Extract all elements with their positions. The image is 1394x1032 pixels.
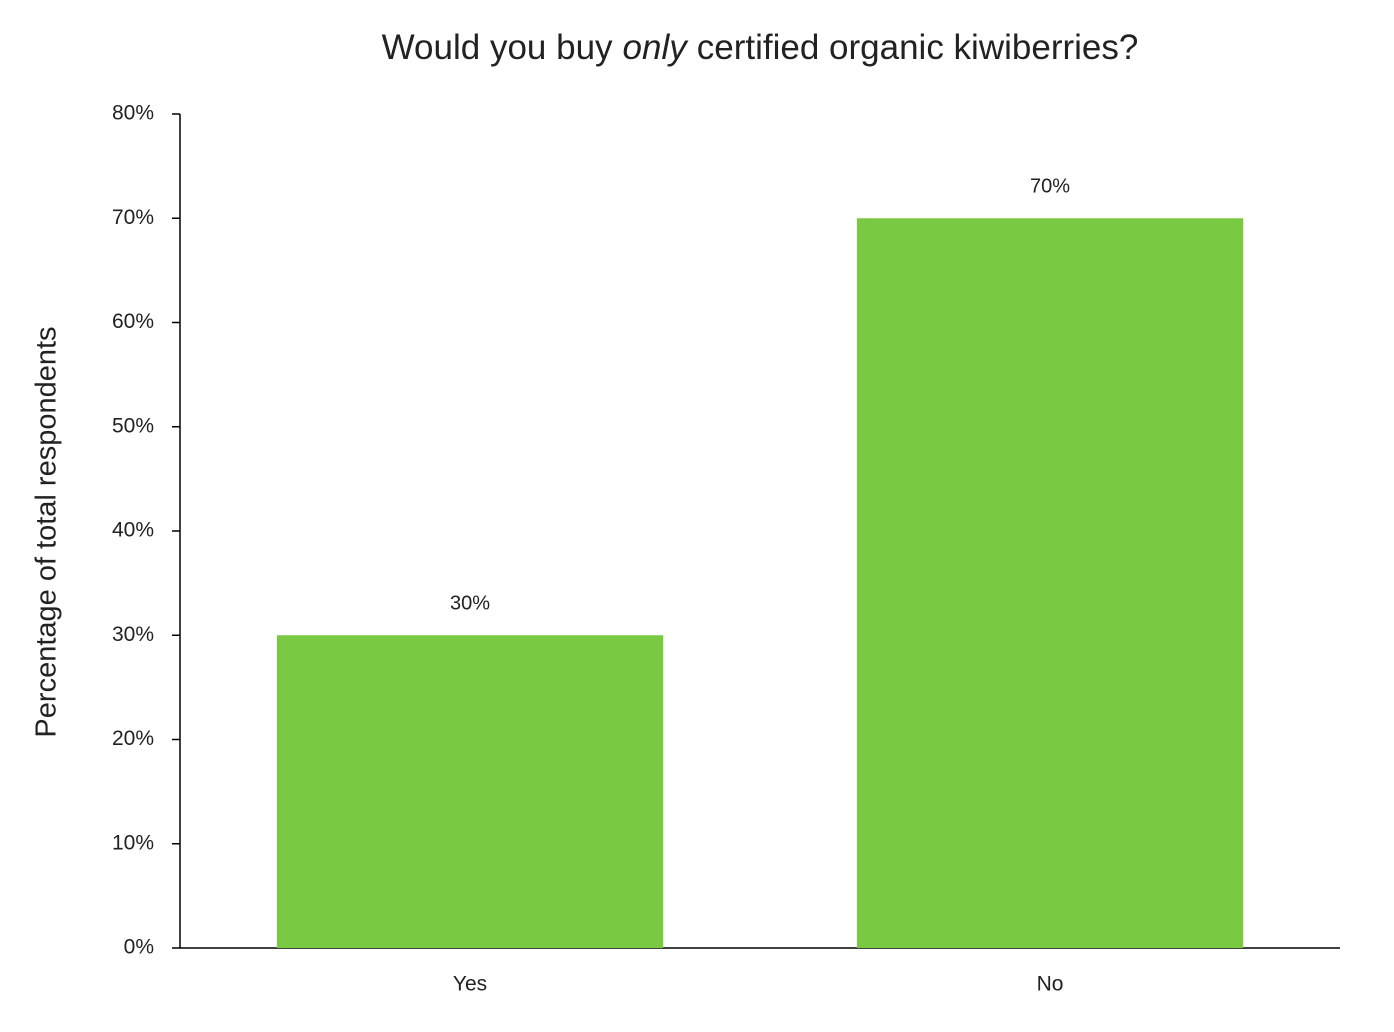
value-label: 30% — [450, 593, 490, 615]
y-tick-label: 50% — [112, 414, 154, 437]
title-part: certified organic kiwiberries? — [697, 28, 1139, 67]
y-tick-label: 0% — [124, 936, 154, 959]
title-part: only — [623, 28, 690, 67]
chart-title: Would you buy only certified organic kiwib… — [382, 28, 1139, 67]
y-tick-label: 40% — [112, 519, 154, 542]
bar — [856, 218, 1244, 948]
y-tick-label: 20% — [112, 727, 154, 750]
y-tick-label: 10% — [112, 831, 154, 854]
y-tick-label: 60% — [112, 310, 154, 333]
x-tick-label: No — [1037, 973, 1064, 996]
y-axis-label: Percentage of total respondents — [31, 326, 63, 737]
y-tick-label: 70% — [112, 206, 154, 229]
y-tick-label: 80% — [112, 102, 154, 125]
bar — [276, 635, 664, 948]
value-label: 70% — [1030, 176, 1070, 198]
y-tick-label: 30% — [112, 623, 154, 646]
x-tick-label: Yes — [453, 973, 487, 996]
title-part: Would you buy — [382, 28, 613, 67]
